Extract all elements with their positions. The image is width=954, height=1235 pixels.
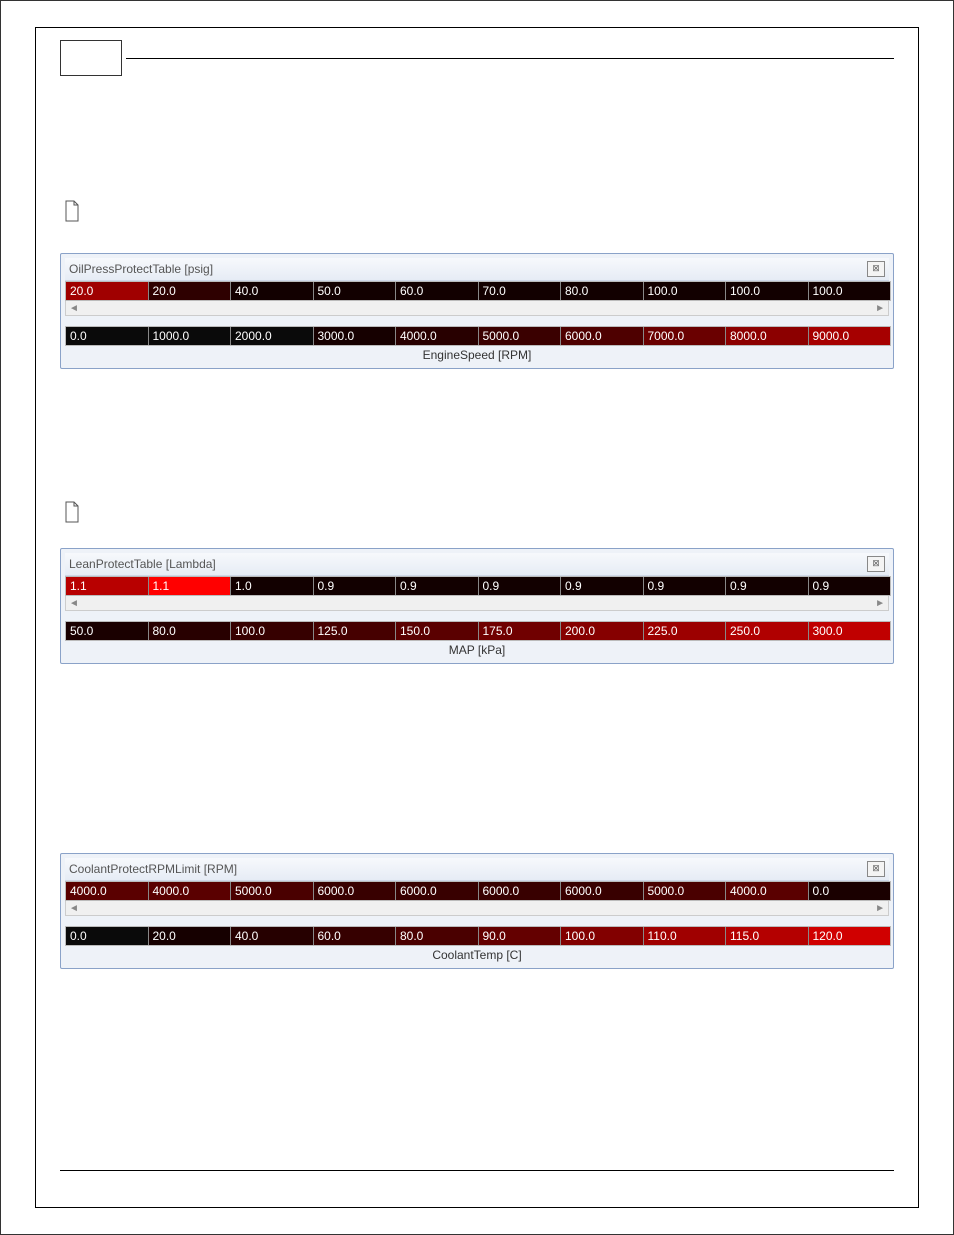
table-cell[interactable]: 4000.0 <box>396 327 479 345</box>
table-cell[interactable]: 6000.0 <box>314 882 397 900</box>
table-cell[interactable]: 40.0 <box>231 927 314 945</box>
oilpress-axis-row[interactable]: 0.01000.02000.03000.04000.05000.06000.07… <box>65 326 891 346</box>
table-cell[interactable]: 8000.0 <box>726 327 809 345</box>
table-cell[interactable]: 6000.0 <box>561 327 644 345</box>
close-icon[interactable]: ⊠ <box>867 861 885 877</box>
table-cell[interactable]: 175.0 <box>479 622 562 640</box>
table-cell[interactable]: 0.9 <box>726 577 809 595</box>
table-cell[interactable]: 150.0 <box>396 622 479 640</box>
document-icon <box>62 200 82 222</box>
oilpress-data-row[interactable]: 20.020.040.050.060.070.080.0100.0100.010… <box>65 281 891 301</box>
table-cell[interactable]: 60.0 <box>314 927 397 945</box>
table-cell[interactable]: 20.0 <box>149 927 232 945</box>
scroll-right-icon[interactable]: ► <box>875 303 885 314</box>
table-cell[interactable]: 50.0 <box>66 622 149 640</box>
table-cell[interactable]: 0.9 <box>809 577 891 595</box>
table-cell[interactable]: 110.0 <box>644 927 727 945</box>
coolant-panel-title: CoolantProtectRPMLimit [RPM] <box>69 862 237 876</box>
table-cell[interactable]: 125.0 <box>314 622 397 640</box>
lean-table-panel: LeanProtectTable [Lambda] ⊠ 1.11.11.00.9… <box>60 548 894 664</box>
oilpress-axis-label: EngineSpeed [RPM] <box>65 348 889 362</box>
scroll-right-icon[interactable]: ► <box>875 598 885 609</box>
table-cell[interactable]: 70.0 <box>479 282 562 300</box>
table-cell[interactable]: 2000.0 <box>231 327 314 345</box>
table-cell[interactable]: 6000.0 <box>479 882 562 900</box>
table-cell[interactable]: 100.0 <box>231 622 314 640</box>
scrollbar[interactable]: ◄ ► <box>65 596 889 611</box>
header-box <box>60 40 122 76</box>
table-cell[interactable]: 60.0 <box>396 282 479 300</box>
table-cell[interactable]: 0.9 <box>314 577 397 595</box>
table-cell[interactable]: 80.0 <box>561 282 644 300</box>
table-cell[interactable]: 300.0 <box>809 622 891 640</box>
table-cell[interactable]: 6000.0 <box>396 882 479 900</box>
table-cell[interactable]: 225.0 <box>644 622 727 640</box>
oilpress-table-panel: OilPressProtectTable [psig] ⊠ 20.020.040… <box>60 253 894 369</box>
table-cell[interactable]: 4000.0 <box>149 882 232 900</box>
table-cell[interactable]: 90.0 <box>479 927 562 945</box>
coolant-table-panel: CoolantProtectRPMLimit [RPM] ⊠ 4000.0400… <box>60 853 894 969</box>
oilpress-panel-title: OilPressProtectTable [psig] <box>69 262 213 276</box>
table-cell[interactable]: 5000.0 <box>644 882 727 900</box>
table-cell[interactable]: 0.0 <box>66 927 149 945</box>
close-icon[interactable]: ⊠ <box>867 556 885 572</box>
document-icon <box>62 501 82 523</box>
table-cell[interactable]: 250.0 <box>726 622 809 640</box>
table-cell[interactable]: 0.0 <box>66 327 149 345</box>
table-cell[interactable]: 0.9 <box>644 577 727 595</box>
lean-axis-row[interactable]: 50.080.0100.0125.0150.0175.0200.0225.025… <box>65 621 891 641</box>
coolant-data-row[interactable]: 4000.04000.05000.06000.06000.06000.06000… <box>65 881 891 901</box>
lean-panel-title: LeanProtectTable [Lambda] <box>69 557 216 571</box>
table-cell[interactable]: 4000.0 <box>726 882 809 900</box>
table-cell[interactable]: 0.0 <box>809 882 891 900</box>
table-cell[interactable]: 20.0 <box>149 282 232 300</box>
table-cell[interactable]: 6000.0 <box>561 882 644 900</box>
table-cell[interactable]: 3000.0 <box>314 327 397 345</box>
scroll-right-icon[interactable]: ► <box>875 903 885 914</box>
table-cell[interactable]: 5000.0 <box>479 327 562 345</box>
table-cell[interactable]: 1.0 <box>231 577 314 595</box>
header-rule <box>126 58 894 59</box>
lean-data-row[interactable]: 1.11.11.00.90.90.90.90.90.90.9 <box>65 576 891 596</box>
table-cell[interactable]: 0.9 <box>479 577 562 595</box>
lean-axis-label: MAP [kPa] <box>65 643 889 657</box>
table-cell[interactable]: 100.0 <box>726 282 809 300</box>
table-cell[interactable]: 1000.0 <box>149 327 232 345</box>
table-cell[interactable]: 50.0 <box>314 282 397 300</box>
table-cell[interactable]: 115.0 <box>726 927 809 945</box>
table-cell[interactable]: 9000.0 <box>809 327 891 345</box>
footer-rule <box>60 1170 894 1171</box>
coolant-axis-label: CoolantTemp [C] <box>65 948 889 962</box>
table-cell[interactable]: 200.0 <box>561 622 644 640</box>
scrollbar[interactable]: ◄ ► <box>65 301 889 316</box>
scroll-left-icon[interactable]: ◄ <box>69 303 79 314</box>
close-icon[interactable]: ⊠ <box>867 261 885 277</box>
table-cell[interactable]: 120.0 <box>809 927 891 945</box>
table-cell[interactable]: 100.0 <box>644 282 727 300</box>
table-cell[interactable]: 1.1 <box>149 577 232 595</box>
coolant-axis-row[interactable]: 0.020.040.060.080.090.0100.0110.0115.012… <box>65 926 891 946</box>
table-cell[interactable]: 7000.0 <box>644 327 727 345</box>
scroll-left-icon[interactable]: ◄ <box>69 598 79 609</box>
table-cell[interactable]: 0.9 <box>396 577 479 595</box>
table-cell[interactable]: 0.9 <box>561 577 644 595</box>
table-cell[interactable]: 80.0 <box>396 927 479 945</box>
table-cell[interactable]: 80.0 <box>149 622 232 640</box>
table-cell[interactable]: 100.0 <box>809 282 891 300</box>
table-cell[interactable]: 100.0 <box>561 927 644 945</box>
table-cell[interactable]: 40.0 <box>231 282 314 300</box>
table-cell[interactable]: 20.0 <box>66 282 149 300</box>
table-cell[interactable]: 4000.0 <box>66 882 149 900</box>
table-cell[interactable]: 5000.0 <box>231 882 314 900</box>
table-cell[interactable]: 1.1 <box>66 577 149 595</box>
scroll-left-icon[interactable]: ◄ <box>69 903 79 914</box>
scrollbar[interactable]: ◄ ► <box>65 901 889 916</box>
